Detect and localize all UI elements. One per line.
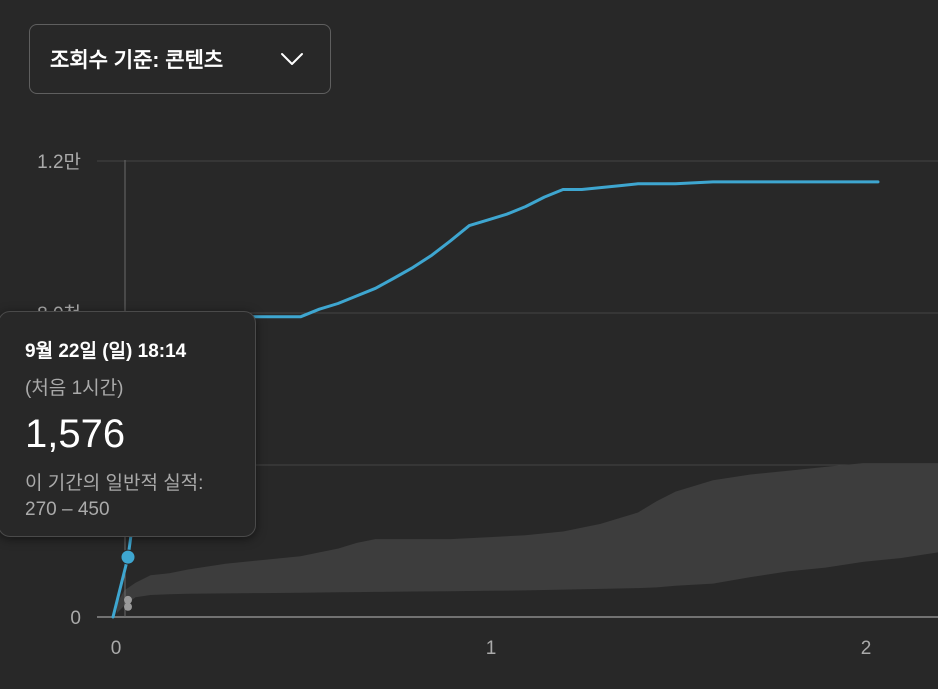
highlight-point [120, 549, 136, 565]
band-area [116, 463, 938, 614]
band-lower-point [124, 602, 132, 611]
tooltip-date: 9월 22일 (일) 18:14 [25, 341, 187, 362]
tooltip-value: 1,576 [25, 412, 126, 456]
tooltip-range: 270 – 450 [25, 499, 110, 520]
band-upper-point [124, 595, 132, 604]
tooltip-subtitle: (처음 1시간) [25, 378, 124, 399]
tooltip-range-label: 이 기간의 일반적 실적: [25, 473, 204, 494]
y-tick-label-0: 0 [70, 608, 81, 629]
views-by-dropdown[interactable]: 조회수 기준: 콘텐츠 [29, 24, 331, 94]
y-tick-label-3: 1.2만 [37, 151, 81, 173]
typical-performance-band [116, 463, 938, 614]
x-tick-label-0: 0 [111, 638, 122, 659]
data-tooltip: 9월 22일 (일) 18:14 (처음 1시간) 1,576 이 기간의 일반… [0, 311, 256, 537]
x-tick-label-2: 2 [861, 638, 872, 659]
x-tick-label-1: 1 [486, 638, 497, 659]
dropdown-label: 조회수 기준: 콘텐츠 [50, 49, 224, 72]
highlight-points [120, 549, 136, 611]
chevron-down-icon [281, 53, 303, 65]
